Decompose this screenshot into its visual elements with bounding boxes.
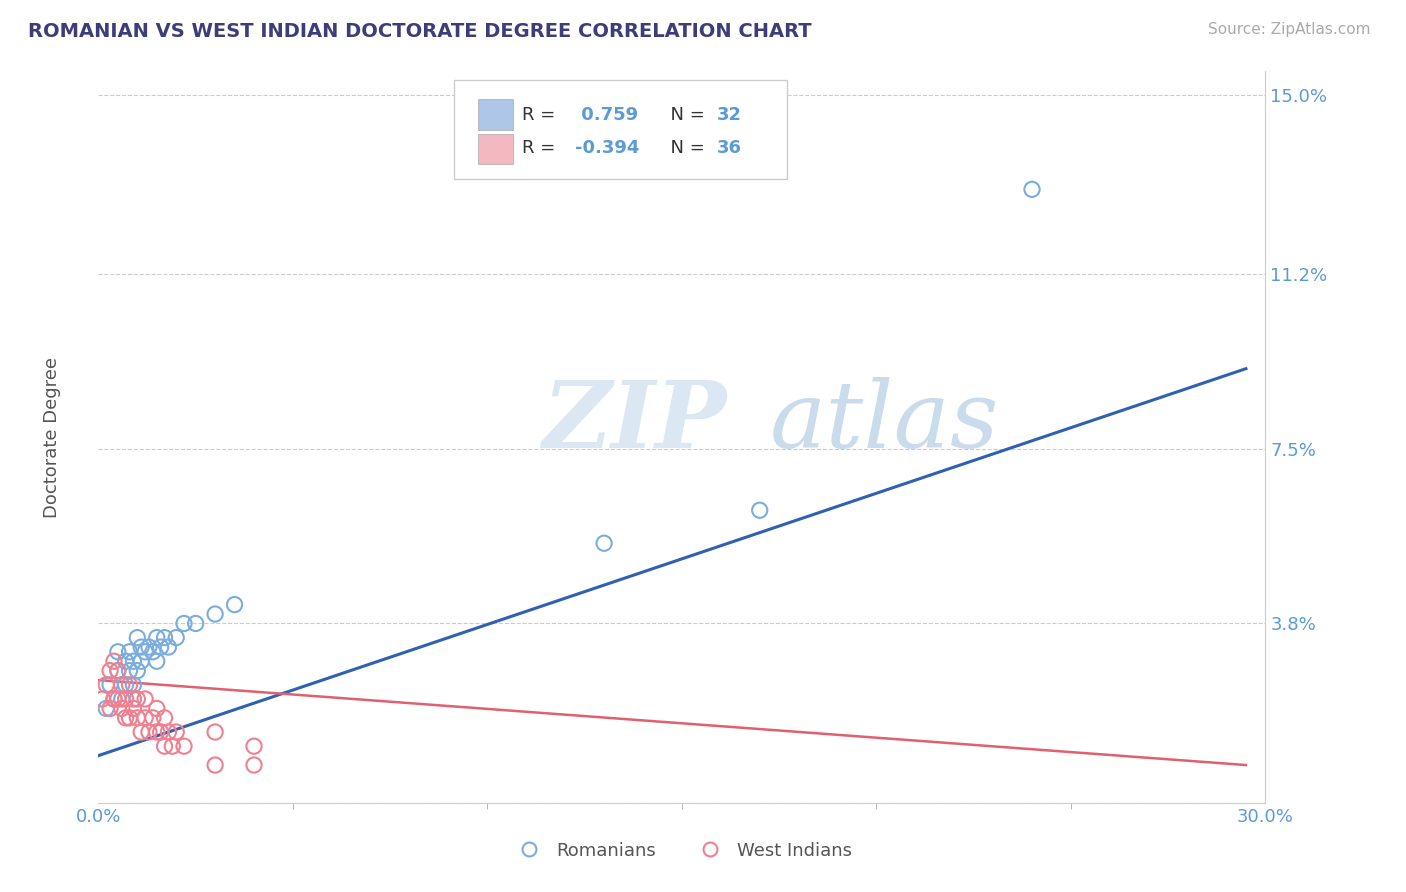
Point [157, 640, 180, 654]
Point [118, 645, 141, 659]
Text: R =: R = [522, 139, 561, 157]
Point [122, 701, 145, 715]
Point [224, 598, 246, 612]
Point [129, 654, 152, 668]
Text: 32: 32 [717, 105, 742, 123]
FancyBboxPatch shape [478, 134, 513, 164]
Text: N =: N = [658, 105, 710, 123]
Point [149, 640, 172, 654]
Text: Doctorate Degree: Doctorate Degree [42, 357, 60, 517]
Point [98, 701, 121, 715]
Point [118, 678, 141, 692]
Point [146, 725, 169, 739]
Point [111, 701, 134, 715]
Point [1021, 182, 1043, 196]
Point [127, 631, 149, 645]
Text: 36: 36 [717, 139, 742, 157]
Point [107, 692, 129, 706]
Point [165, 725, 187, 739]
Point [748, 503, 770, 517]
Point [103, 654, 125, 668]
Text: 0.759: 0.759 [575, 105, 638, 123]
Point [162, 739, 184, 754]
Text: atlas: atlas [769, 377, 998, 467]
Point [142, 645, 165, 659]
Point [138, 725, 160, 739]
Point [122, 692, 145, 706]
Text: Source: ZipAtlas.com: Source: ZipAtlas.com [1208, 22, 1371, 37]
Point [138, 640, 160, 654]
Point [134, 645, 156, 659]
Point [204, 758, 226, 772]
Point [146, 654, 169, 668]
Text: ROMANIAN VS WEST INDIAN DOCTORATE DEGREE CORRELATION CHART: ROMANIAN VS WEST INDIAN DOCTORATE DEGREE… [28, 22, 811, 41]
Point [204, 725, 226, 739]
Point [173, 739, 195, 754]
Point [243, 758, 266, 772]
Point [122, 678, 145, 692]
Point [593, 536, 616, 550]
Point [184, 616, 207, 631]
Point [118, 664, 141, 678]
Point [118, 711, 141, 725]
Text: -0.394: -0.394 [575, 139, 638, 157]
Point [146, 701, 169, 715]
Point [91, 692, 114, 706]
Point [98, 664, 121, 678]
Point [114, 654, 136, 668]
Point [122, 654, 145, 668]
Text: R =: R = [522, 105, 561, 123]
Point [129, 725, 152, 739]
Point [134, 711, 156, 725]
Point [142, 711, 165, 725]
Point [127, 711, 149, 725]
Point [111, 692, 134, 706]
Point [103, 692, 125, 706]
Point [134, 692, 156, 706]
Point [127, 664, 149, 678]
Point [107, 664, 129, 678]
Point [107, 664, 129, 678]
Point [103, 692, 125, 706]
FancyBboxPatch shape [454, 80, 787, 179]
Point [114, 692, 136, 706]
Legend: Romanians, West Indians: Romanians, West Indians [505, 835, 859, 867]
Point [146, 631, 169, 645]
Point [149, 725, 172, 739]
Point [165, 631, 187, 645]
Point [153, 739, 176, 754]
Point [98, 678, 121, 692]
Point [243, 739, 266, 754]
Point [107, 645, 129, 659]
Point [153, 711, 176, 725]
Point [153, 631, 176, 645]
Point [96, 678, 118, 692]
Point [114, 711, 136, 725]
Point [96, 701, 118, 715]
Point [129, 640, 152, 654]
Point [157, 725, 180, 739]
FancyBboxPatch shape [478, 99, 513, 130]
Point [111, 678, 134, 692]
Point [204, 607, 226, 621]
Point [127, 692, 149, 706]
Point [173, 616, 195, 631]
Point [114, 678, 136, 692]
Text: N =: N = [658, 139, 710, 157]
Text: ZIP: ZIP [541, 377, 725, 467]
